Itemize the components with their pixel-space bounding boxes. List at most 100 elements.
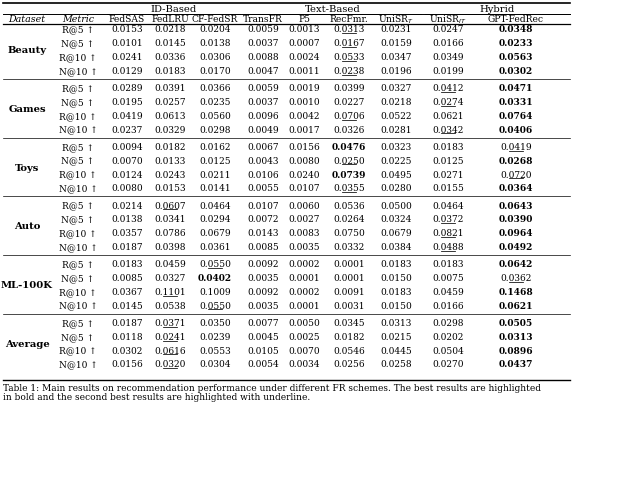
Text: R@10 ↑: R@10 ↑ (59, 53, 97, 62)
Text: 0.0085: 0.0085 (247, 243, 279, 252)
Text: 0.0183: 0.0183 (380, 260, 412, 269)
Text: 0.0091: 0.0091 (333, 288, 365, 297)
Text: 0.0182: 0.0182 (333, 333, 365, 342)
Text: 0.0010: 0.0010 (288, 98, 320, 107)
Text: 0.0155: 0.0155 (432, 184, 464, 193)
Text: 0.0031: 0.0031 (333, 302, 365, 311)
Text: 0.0214: 0.0214 (111, 202, 143, 211)
Text: 0.0964: 0.0964 (499, 229, 533, 238)
Text: 0.0750: 0.0750 (333, 229, 365, 238)
Text: 0.0621: 0.0621 (432, 112, 464, 121)
Text: 0.0233: 0.0233 (499, 40, 533, 48)
Text: 0.0183: 0.0183 (432, 143, 464, 152)
Text: N@5 ↑: N@5 ↑ (61, 274, 95, 283)
Text: 0.0362: 0.0362 (500, 274, 532, 283)
Text: 0.0107: 0.0107 (288, 184, 320, 193)
Text: N@5 ↑: N@5 ↑ (61, 40, 95, 48)
Text: 0.0187: 0.0187 (111, 243, 143, 252)
Text: 0.0141: 0.0141 (199, 184, 231, 193)
Text: 0.0235: 0.0235 (199, 98, 231, 107)
Text: 0.0341: 0.0341 (154, 215, 186, 224)
Text: 0.0070: 0.0070 (111, 157, 143, 166)
Text: 0.0227: 0.0227 (333, 98, 365, 107)
Text: 0.0323: 0.0323 (380, 143, 412, 152)
Text: 0.0049: 0.0049 (247, 125, 279, 135)
Text: 0.0202: 0.0202 (432, 333, 464, 342)
Text: 0.0133: 0.0133 (154, 157, 186, 166)
Text: 0.0402: 0.0402 (198, 274, 232, 283)
Text: 0.0218: 0.0218 (380, 98, 412, 107)
Text: 0.0024: 0.0024 (288, 53, 320, 62)
Text: 0.0166: 0.0166 (432, 40, 464, 48)
Text: 0.0320: 0.0320 (154, 361, 186, 369)
Text: 0.0367: 0.0367 (111, 288, 143, 297)
Text: 0.0706: 0.0706 (333, 112, 365, 121)
Text: 0.0218: 0.0218 (154, 25, 186, 35)
Text: Text-Based: Text-Based (305, 4, 360, 14)
Text: 0.0621: 0.0621 (499, 302, 533, 311)
Text: 0.0327: 0.0327 (154, 274, 186, 283)
Text: 0.0054: 0.0054 (247, 361, 279, 369)
Text: 0.0159: 0.0159 (380, 40, 412, 48)
Text: Toys: Toys (15, 163, 39, 173)
Text: 0.0821: 0.0821 (432, 229, 464, 238)
Text: FedSAS: FedSAS (109, 15, 145, 24)
Text: 0.0348: 0.0348 (499, 25, 533, 35)
Text: 0.0613: 0.0613 (154, 112, 186, 121)
Text: 0.0199: 0.0199 (432, 67, 464, 76)
Text: 0.0035: 0.0035 (247, 274, 279, 283)
Text: 0.0007: 0.0007 (288, 40, 320, 48)
Text: 0.0143: 0.0143 (247, 229, 279, 238)
Text: 0.0607: 0.0607 (154, 202, 186, 211)
Text: 0.0125: 0.0125 (432, 157, 464, 166)
Text: 0.0550: 0.0550 (199, 260, 231, 269)
Text: 0.0150: 0.0150 (380, 274, 412, 283)
Text: 0.0280: 0.0280 (380, 184, 412, 193)
Text: 0.0035: 0.0035 (288, 243, 320, 252)
Text: N@5 ↑: N@5 ↑ (61, 333, 95, 342)
Text: 0.0250: 0.0250 (333, 157, 365, 166)
Text: 0.0075: 0.0075 (432, 274, 464, 283)
Text: 0.0237: 0.0237 (111, 125, 143, 135)
Text: 0.0289: 0.0289 (111, 84, 143, 93)
Text: 0.0035: 0.0035 (247, 302, 279, 311)
Text: 0.0326: 0.0326 (333, 125, 365, 135)
Text: 0.0059: 0.0059 (247, 84, 279, 93)
Text: 0.0138: 0.0138 (199, 40, 231, 48)
Text: 0.0060: 0.0060 (288, 202, 320, 211)
Text: 0.0037: 0.0037 (247, 98, 279, 107)
Text: 0.0043: 0.0043 (247, 157, 279, 166)
Text: Hybrid: Hybrid (480, 4, 515, 14)
Text: 0.0366: 0.0366 (199, 84, 231, 93)
Text: 0.0294: 0.0294 (199, 215, 231, 224)
Text: 0.0067: 0.0067 (247, 143, 279, 152)
Text: Dataset: Dataset (8, 15, 45, 24)
Text: 0.0492: 0.0492 (499, 243, 533, 252)
Text: 0.0560: 0.0560 (199, 112, 231, 121)
Text: 0.0553: 0.0553 (199, 346, 231, 356)
Text: 0.0350: 0.0350 (199, 319, 231, 328)
Text: 0.0349: 0.0349 (432, 53, 464, 62)
Text: 0.0538: 0.0538 (154, 302, 186, 311)
Text: 0.0643: 0.0643 (499, 202, 533, 211)
Text: 0.0125: 0.0125 (199, 157, 231, 166)
Text: 0.0001: 0.0001 (333, 260, 365, 269)
Text: 0.0361: 0.0361 (199, 243, 231, 252)
Text: N@10 ↑: N@10 ↑ (59, 67, 97, 76)
Text: 0.0332: 0.0332 (333, 243, 365, 252)
Text: 0.0347: 0.0347 (380, 53, 412, 62)
Text: 0.0094: 0.0094 (111, 143, 143, 152)
Text: 0.0196: 0.0196 (380, 67, 412, 76)
Text: 0.0256: 0.0256 (333, 361, 365, 369)
Text: 0.0085: 0.0085 (111, 274, 143, 283)
Text: 0.0156: 0.0156 (288, 143, 320, 152)
Text: 0.0019: 0.0019 (288, 84, 320, 93)
Text: 0.0107: 0.0107 (247, 202, 279, 211)
Text: 0.0505: 0.0505 (499, 319, 533, 328)
Text: 0.1101: 0.1101 (154, 288, 186, 297)
Text: N@5 ↑: N@5 ↑ (61, 98, 95, 107)
Text: 0.0105: 0.0105 (247, 346, 279, 356)
Text: 0.0268: 0.0268 (499, 157, 533, 166)
Text: 0.0070: 0.0070 (288, 346, 320, 356)
Text: 0.0371: 0.0371 (154, 319, 186, 328)
